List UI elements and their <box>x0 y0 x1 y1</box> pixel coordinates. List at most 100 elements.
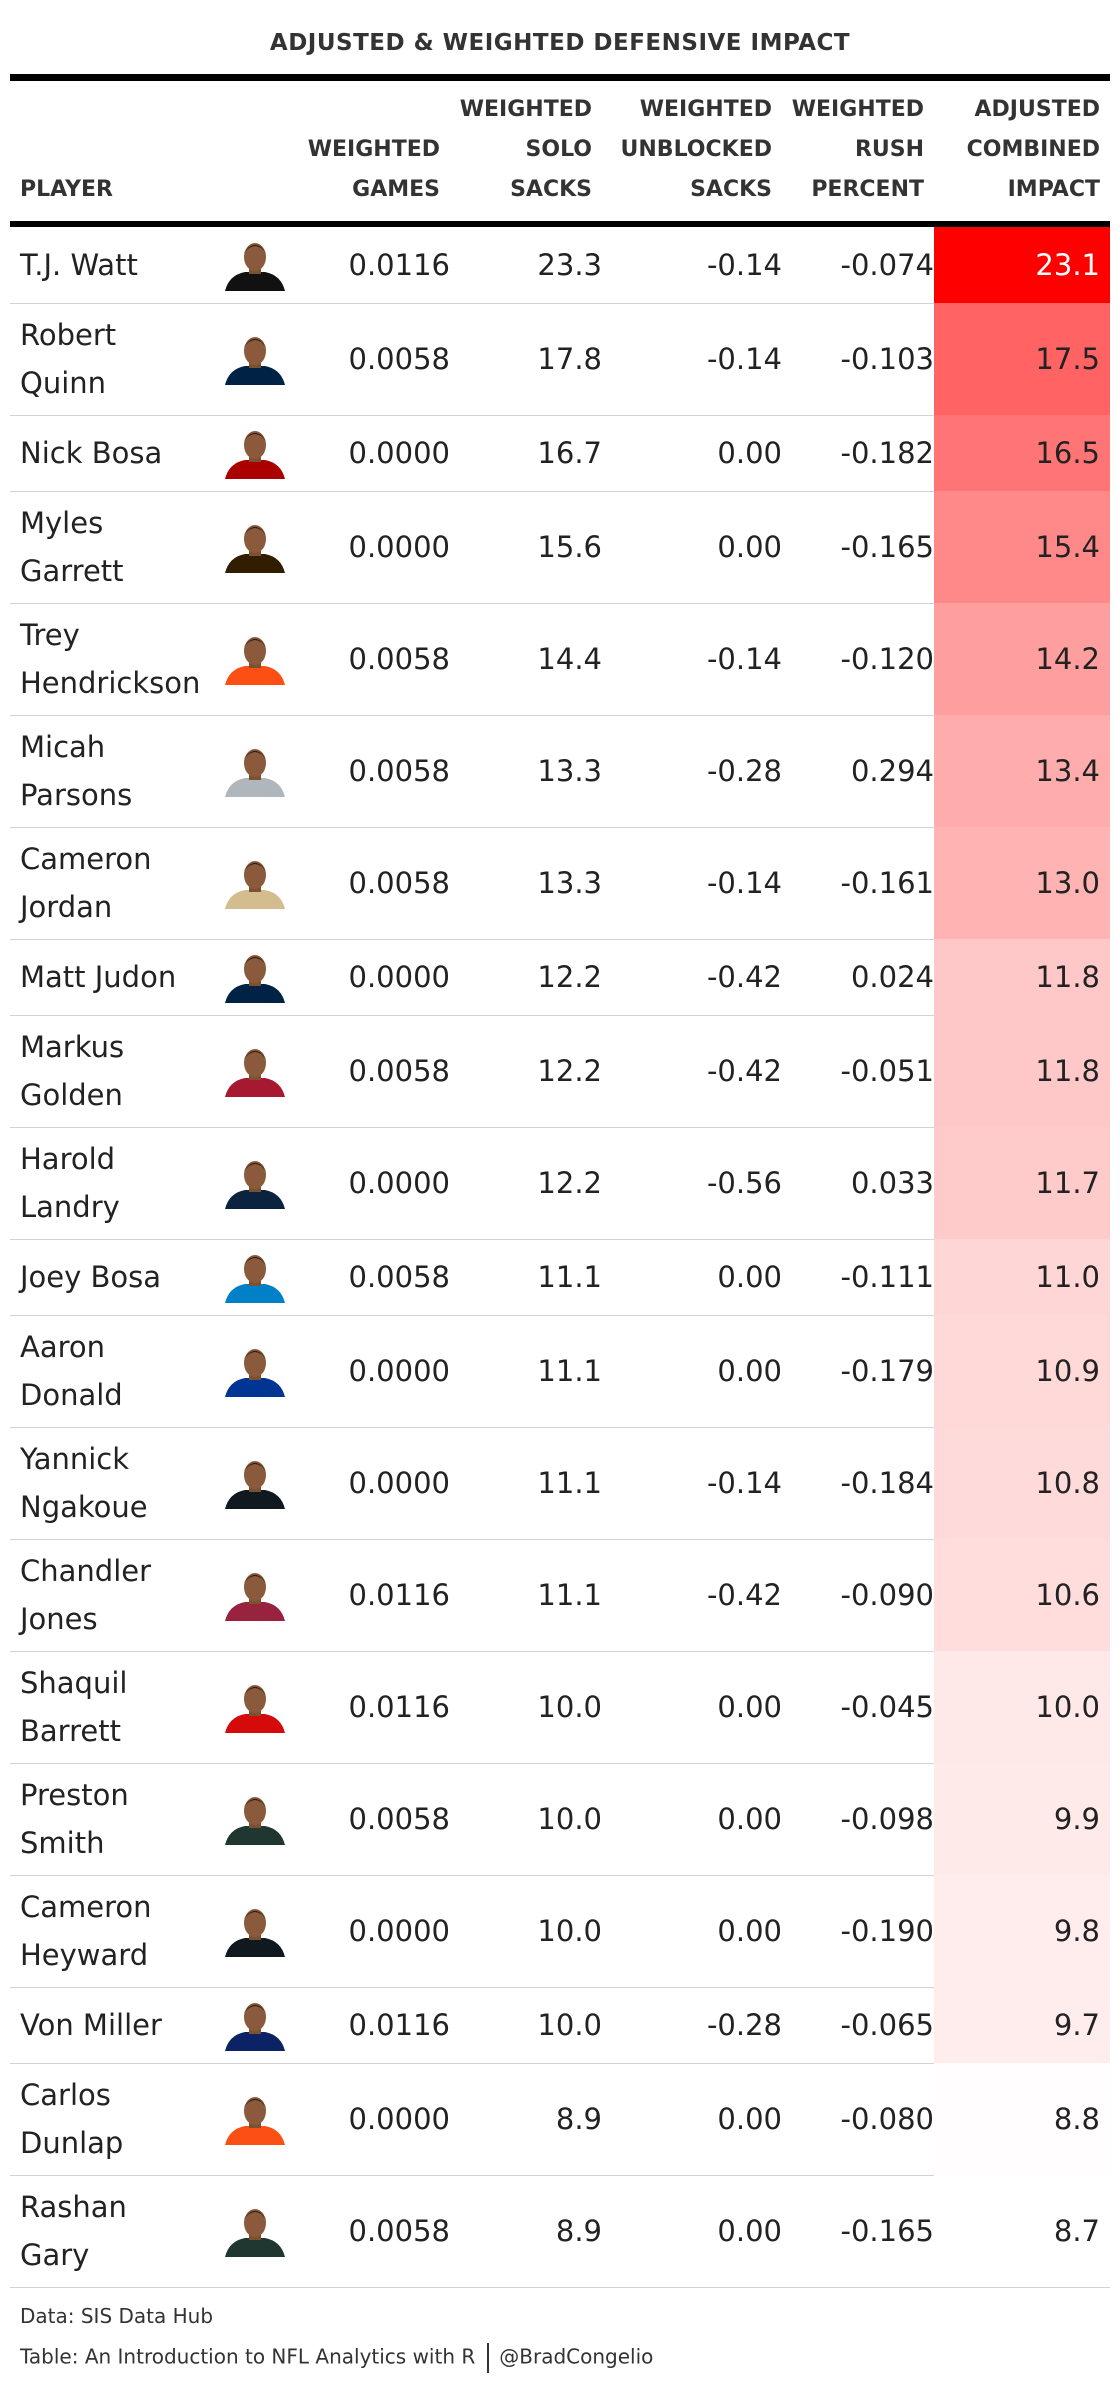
player-name-text: Von Miller <box>20 2001 162 2049</box>
player-name-line: Aaron <box>20 1330 106 1364</box>
header-line: SACKS <box>510 177 592 202</box>
weighted-unblocked-sacks-cell: 0.00 <box>717 2214 782 2248</box>
weighted-solo-sacks-cell: 10.0 <box>537 1802 602 1836</box>
weighted-solo-sacks-cell: 12.2 <box>537 1054 602 1088</box>
adjusted-combined-impact-cell: 16.5 <box>934 415 1110 491</box>
player-name-text: Shaquil Barrett <box>20 1659 127 1755</box>
player-name-text: T.J. Watt <box>20 241 138 289</box>
player-name-line: Harold <box>20 1142 116 1176</box>
weighted-games-cell: 0.0058 <box>348 342 450 376</box>
player-name-line: Hendrickson <box>20 666 201 700</box>
footer-divider <box>487 2343 490 2373</box>
weighted-games-cell: 0.0058 <box>348 866 450 900</box>
weighted-games-cell: 0.0000 <box>348 436 450 470</box>
player-name-line: Nick Bosa <box>20 436 163 470</box>
player-name-line: Myles <box>20 506 104 540</box>
table-row: T.J. Watt 0.0116 23.3 -0.14 -0.074 23.1 <box>10 227 1110 304</box>
adjusted-combined-impact-cell: 8.8 <box>934 2063 1110 2175</box>
player-name: Markus Golden <box>20 1015 210 1127</box>
player-name-text: Chandler Jones <box>20 1547 151 1643</box>
adjusted-combined-impact-cell: 11.8 <box>934 1015 1110 1127</box>
weighted-unblocked-sacks-cell: -0.42 <box>706 960 782 994</box>
table-title: ADJUSTED & WEIGHTED DEFENSIVE IMPACT <box>269 30 851 56</box>
header-line: UNBLOCKED <box>620 137 772 162</box>
headshot-icon <box>225 243 285 291</box>
weighted-solo-sacks-cell: 11.1 <box>537 1260 602 1294</box>
weighted-rush-percent-cell: -0.184 <box>840 1466 935 1500</box>
weighted-games-cell: 0.0000 <box>348 1166 450 1200</box>
weighted-solo-sacks-cell: 12.2 <box>537 960 602 994</box>
weighted-games-cell: 0.0000 <box>348 2102 450 2136</box>
table-row: Preston Smith 0.0058 10.0 0.00 -0.098 9.9 <box>10 1763 1110 1876</box>
player-name-text: Cameron Heyward <box>20 1883 152 1979</box>
player-name-text: Carlos Dunlap <box>20 2071 123 2167</box>
player-name-line: Gary <box>20 2238 90 2272</box>
player-headshot <box>220 1239 290 1315</box>
adjusted-combined-impact-cell: 17.5 <box>934 303 1110 415</box>
weighted-solo-sacks-cell: 10.0 <box>537 1690 602 1724</box>
weighted-games-cell: 0.0000 <box>348 1914 450 1948</box>
weighted-solo-sacks-cell: 13.3 <box>537 754 602 788</box>
headshot-icon <box>225 431 285 479</box>
weighted-rush-percent-cell: -0.165 <box>840 2214 935 2248</box>
adjusted-combined-impact-cell: 9.8 <box>934 1875 1110 1987</box>
headshot-icon <box>225 1049 285 1097</box>
player-name-line: Preston <box>20 1778 129 1812</box>
top-rule <box>10 74 1110 81</box>
player-name: Harold Landry <box>20 1127 210 1239</box>
weighted-solo-sacks-cell: 10.0 <box>537 2008 602 2042</box>
table-row: Rashan Gary 0.0058 8.9 0.00 -0.165 8.7 <box>10 2175 1110 2288</box>
table-row: Markus Golden 0.0058 12.2 -0.42 -0.051 11.8 <box>10 1015 1110 1128</box>
player-name: Cameron Heyward <box>20 1875 210 1987</box>
weighted-solo-sacks-cell: 8.9 <box>555 2102 602 2136</box>
headshot-icon <box>225 1161 285 1209</box>
weighted-rush-percent-cell: 0.294 <box>850 754 934 788</box>
adjusted-combined-impact-cell: 14.2 <box>934 603 1110 715</box>
weighted-rush-percent-cell: -0.090 <box>840 1578 935 1612</box>
header-line: IMPACT <box>1007 177 1100 202</box>
header-weighted-games: WEIGHTED GAMES <box>210 90 440 210</box>
player-name-line: T.J. Watt <box>20 248 138 282</box>
headshot-icon <box>225 337 285 385</box>
header-line: SOLO <box>525 137 592 162</box>
player-name-line: Dunlap <box>20 2126 124 2160</box>
weighted-unblocked-sacks-cell: 0.00 <box>717 2102 782 2136</box>
player-name-text: Markus Golden <box>20 1023 124 1119</box>
weighted-unblocked-sacks-cell: -0.14 <box>706 642 782 676</box>
player-name-line: Joey Bosa <box>20 1260 162 1294</box>
table-row: Joey Bosa 0.0058 11.1 0.00 -0.111 11.0 <box>10 1239 1110 1316</box>
table-row: Trey Hendrickson 0.0058 14.4 -0.14 -0.120 14.2 <box>10 603 1110 716</box>
header-line: WEIGHTED <box>459 97 592 122</box>
player-name-text: Aaron Donald <box>20 1323 123 1419</box>
table-row: Harold Landry 0.0000 12.2 -0.56 0.033 11.7 <box>10 1127 1110 1240</box>
player-name-line: Cameron <box>20 842 152 876</box>
player-name: Micah Parsons <box>20 715 210 827</box>
adjusted-combined-impact-cell: 9.7 <box>934 1987 1110 2063</box>
weighted-games-cell: 0.0116 <box>348 248 450 282</box>
weighted-rush-percent-cell: -0.080 <box>840 2102 935 2136</box>
table-row: Von Miller 0.0116 10.0 -0.28 -0.065 9.7 <box>10 1987 1110 2064</box>
weighted-rush-percent-cell: -0.179 <box>840 1354 935 1388</box>
weighted-rush-percent-cell: -0.045 <box>840 1690 935 1724</box>
header-line: RUSH <box>854 137 924 162</box>
player-name-line: Rashan <box>20 2190 127 2224</box>
weighted-games-cell: 0.0058 <box>348 1054 450 1088</box>
player-name-text: Trey Hendrickson <box>20 611 200 707</box>
weighted-unblocked-sacks-cell: -0.14 <box>706 1466 782 1500</box>
player-headshot <box>220 415 290 491</box>
player-headshot <box>220 939 290 1015</box>
table-row: Carlos Dunlap 0.0000 8.9 0.00 -0.080 8.8 <box>10 2063 1110 2176</box>
weighted-unblocked-sacks-cell: 0.00 <box>717 1354 782 1388</box>
header-weighted-unblocked-sacks: WEIGHTED UNBLOCKED SACKS <box>592 90 772 210</box>
weighted-unblocked-sacks-cell: -0.14 <box>706 342 782 376</box>
player-name-line: Jones <box>20 1602 98 1636</box>
weighted-unblocked-sacks-cell: 0.00 <box>717 530 782 564</box>
headshot-icon <box>225 1349 285 1397</box>
player-name: Myles Garrett <box>20 491 210 603</box>
table-row: Myles Garrett 0.0000 15.6 0.00 -0.165 15.4 <box>10 491 1110 604</box>
weighted-rush-percent-cell: 0.033 <box>850 1166 934 1200</box>
player-headshot <box>220 827 290 939</box>
weighted-games-cell: 0.0116 <box>348 1690 450 1724</box>
player-name-line: Quinn <box>20 366 107 400</box>
player-name: Von Miller <box>20 1987 210 2063</box>
